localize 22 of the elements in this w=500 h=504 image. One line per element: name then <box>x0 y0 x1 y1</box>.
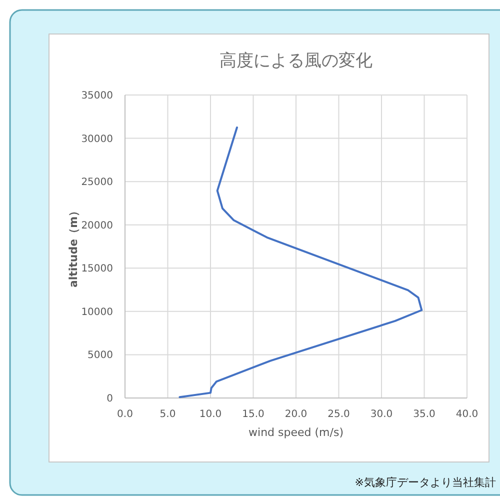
text: ※気象庁データより当社集計 <box>354 476 496 489</box>
y-tick-label: 0 <box>106 394 113 404</box>
x-tick-label: 25.0 <box>328 409 350 420</box>
y-axis-title: altitude（m） <box>67 205 80 288</box>
x-tick-label: 15.0 <box>242 409 264 420</box>
y-tick-label: 15000 <box>81 264 113 275</box>
line-series <box>178 126 423 398</box>
x-tick-label: 35.0 <box>413 409 436 420</box>
x-tick-label: 0.0 <box>117 409 133 420</box>
x-tick-label: 10.0 <box>199 409 222 420</box>
x-tick-label: 40.0 <box>456 409 478 420</box>
x-tick-label: 30.0 <box>370 409 393 420</box>
y-tick-label: 20000 <box>81 220 113 232</box>
x-tick-label: 20.0 <box>284 409 308 420</box>
y-tick-label: 5000 <box>88 350 113 362</box>
y-tick-label: 35000 <box>81 90 113 102</box>
y-tick-label: 30000 <box>81 134 113 145</box>
x-axis-title: wind speed (m/s) <box>248 426 344 439</box>
chart-title: 高度による風の変化 <box>220 51 372 71</box>
y-tick-label: 25000 <box>81 177 113 188</box>
x-tick-label: 5.0 <box>160 409 176 420</box>
y-tick-label: 10000 <box>81 306 113 318</box>
